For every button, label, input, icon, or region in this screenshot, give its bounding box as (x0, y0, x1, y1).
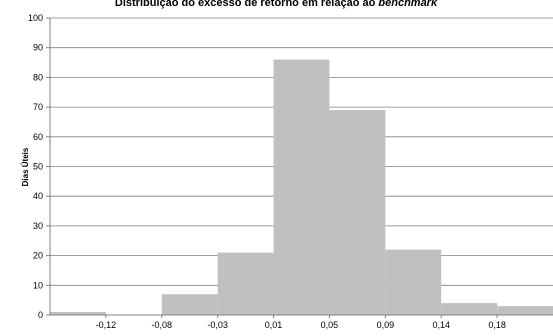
histogram-bar (441, 303, 498, 315)
y-tick-label: 100 (28, 13, 43, 23)
histogram-bar (385, 249, 442, 315)
axes-group (49, 18, 553, 318)
chart-title-emph: benchmark (378, 0, 438, 9)
histogram-bar (329, 110, 386, 315)
y-tick-label: 40 (33, 191, 43, 201)
chart-title: Distribuição do excesso de retorno em re… (115, 0, 438, 9)
y-tick-labels: 0 10 20 30 40 50 60 70 80 90 100 (28, 13, 43, 320)
y-tick-label: 80 (33, 72, 43, 82)
y-axis-label: Dias Úteis (21, 147, 30, 186)
histogram-bar (497, 306, 553, 315)
x-tick-labels: -0,12 -0,08 -0,03 0,01 0,05 0,09 0,14 0,18 (96, 320, 506, 330)
x-tick-label: -0,08 (152, 320, 173, 330)
x-tick-label: 0,09 (377, 320, 395, 330)
x-tick-label: -0,12 (96, 320, 117, 330)
y-tick-label: 60 (33, 132, 43, 142)
histogram-bar (161, 294, 218, 315)
y-tick-label: 70 (33, 102, 43, 112)
chart-title-main: Distribuição do excesso de retorno em re… (115, 0, 378, 9)
y-tick-label: 20 (33, 251, 43, 261)
y-tick-label: 0 (38, 310, 43, 320)
y-tick-label: 50 (33, 162, 43, 172)
bars-group (50, 59, 553, 315)
y-tick-label: 90 (33, 43, 43, 53)
y-tick-label: 10 (33, 280, 43, 290)
y-tick-label: 30 (33, 221, 43, 231)
x-tick-label: 0,18 (488, 320, 506, 330)
histogram-bar (273, 59, 330, 315)
x-tick-label: -0,03 (207, 320, 228, 330)
histogram-bar (217, 252, 274, 315)
x-tick-label: 0,01 (265, 320, 283, 330)
x-tick-label: 0,14 (432, 320, 450, 330)
histogram-bar (50, 312, 106, 315)
x-tick-label: 0,05 (321, 320, 339, 330)
